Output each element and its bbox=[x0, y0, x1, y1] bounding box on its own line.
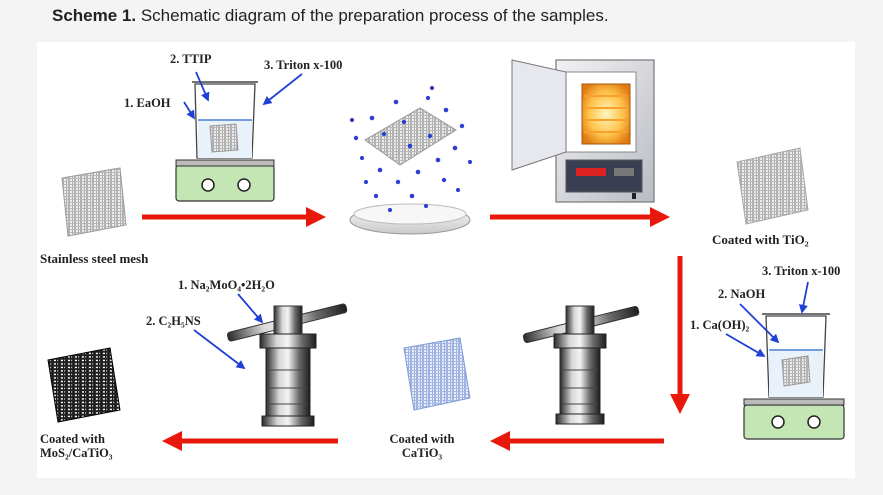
label-coated-tio2: Coated with TiO₂ bbox=[712, 232, 809, 247]
label-naoh: 2. NaOH bbox=[718, 287, 766, 301]
figure-caption: Scheme 1. Schematic diagram of the prepa… bbox=[52, 6, 609, 26]
label-coated-catio3: Coated with CaTiO₃ bbox=[389, 432, 455, 461]
label-coated-mos2: Coated with MoS₂/CaTiO₃ bbox=[40, 432, 113, 461]
label-c2h5ns: 2. C₂H₅NS bbox=[146, 314, 201, 328]
label-eaoh: 1. EaOH bbox=[124, 96, 171, 110]
diagram-panel bbox=[37, 42, 855, 478]
caption-text: Schematic diagram of the preparation pro… bbox=[136, 6, 609, 25]
petri-dish bbox=[349, 85, 473, 235]
autoclave-left bbox=[226, 303, 348, 427]
label-caoh2: 1. Ca(OH)₂ bbox=[690, 318, 750, 332]
furnace bbox=[511, 59, 655, 203]
label-triton-top: 3. Triton x-100 bbox=[264, 58, 343, 72]
tio2-mesh bbox=[736, 147, 809, 225]
label-triton-right: 3. Triton x-100 bbox=[762, 264, 841, 278]
catio3-mesh bbox=[403, 337, 471, 411]
caption-prefix: Scheme 1. bbox=[52, 6, 137, 25]
process-arrows bbox=[142, 207, 690, 451]
beaker-stirrer-right bbox=[743, 313, 845, 440]
autoclave-right bbox=[522, 305, 640, 425]
label-ttip: 2. TTIP bbox=[170, 52, 212, 66]
mos2-catio3-mesh bbox=[47, 347, 121, 423]
reagent-pointers bbox=[183, 71, 809, 370]
label-na2moo4: 1. Na₂MoO₄•2H₂O bbox=[178, 278, 275, 292]
label-stainless-mesh: Stainless steel mesh bbox=[40, 251, 149, 266]
stainless-mesh bbox=[61, 167, 127, 237]
beaker-stirrer-top bbox=[175, 81, 275, 202]
